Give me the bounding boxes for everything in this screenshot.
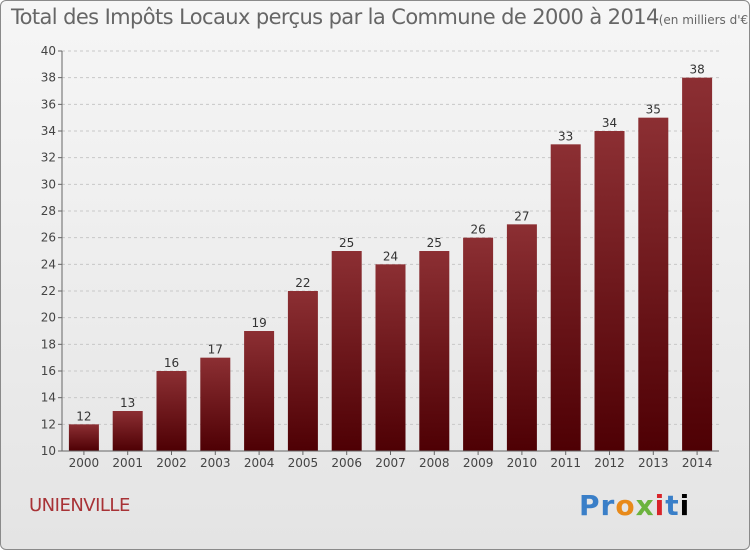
- data-label-2002: 16: [164, 356, 179, 370]
- bar-2006: [331, 251, 362, 451]
- data-label-2010: 27: [514, 209, 529, 223]
- data-label-2001: 13: [120, 396, 135, 410]
- x-tick-label-2009: 2009: [463, 456, 494, 470]
- x-tick-label-2010: 2010: [507, 456, 538, 470]
- y-tick-label-32: 32: [41, 151, 56, 165]
- commune-name: UNIENVILLE: [29, 495, 130, 516]
- bar-2011: [550, 144, 581, 452]
- y-tick-label-30: 30: [41, 177, 56, 191]
- y-tick-label-18: 18: [41, 337, 56, 351]
- y-tick-label-16: 16: [41, 364, 56, 378]
- y-tick-label-28: 28: [41, 204, 56, 218]
- bar-2001: [112, 411, 143, 451]
- bar-2013: [638, 117, 669, 452]
- y-tick-label-14: 14: [41, 391, 56, 405]
- data-label-2003: 17: [208, 343, 223, 357]
- chart-unit-note: (en milliers d'€): [658, 13, 750, 27]
- bar-2000: [68, 424, 99, 451]
- y-tick-label-12: 12: [41, 417, 56, 431]
- x-tick-label-2002: 2002: [156, 456, 187, 470]
- x-tick-label-2011: 2011: [550, 456, 581, 470]
- data-label-2007: 24: [383, 249, 398, 263]
- x-tick-label-2003: 2003: [200, 456, 231, 470]
- x-tick-label-2004: 2004: [244, 456, 275, 470]
- y-tick-label-36: 36: [41, 97, 56, 111]
- bar-2003: [200, 357, 231, 451]
- data-label-2000: 12: [76, 409, 91, 423]
- proxiti-logo: Proxiti: [579, 489, 691, 522]
- data-label-2004: 19: [251, 316, 266, 330]
- bar-2012: [594, 131, 625, 451]
- axes: 10 12 14 16 18 20 22 24 26 28 30 32 34 36 38 40 2000 2001…: [41, 44, 719, 470]
- y-tick-label-22: 22: [41, 284, 56, 298]
- data-label-2014: 38: [689, 63, 704, 77]
- y-tick-label-10: 10: [41, 444, 56, 458]
- y-tick-label-34: 34: [41, 124, 56, 138]
- bar-2005: [287, 291, 318, 451]
- bar-2009: [463, 237, 494, 451]
- data-label-2011: 33: [558, 129, 573, 143]
- y-tick-label-38: 38: [41, 71, 56, 85]
- y-tick-label-26: 26: [41, 231, 56, 245]
- x-tick-label-2001: 2001: [112, 456, 143, 470]
- y-tick-label-40: 40: [41, 44, 56, 58]
- bar-2010: [506, 224, 537, 451]
- x-tick-label-2012: 2012: [594, 456, 625, 470]
- bars: [68, 77, 713, 452]
- x-tick-label-2013: 2013: [638, 456, 669, 470]
- bar-2008: [419, 251, 450, 451]
- data-labels: 12 13 16 17 19 22 25 24 25 26 27 33 34 35 38: [76, 63, 704, 424]
- y-tick-label-24: 24: [41, 257, 56, 271]
- data-label-2008: 25: [427, 236, 442, 250]
- data-label-2006: 25: [339, 236, 354, 250]
- x-tick-label-2000: 2000: [69, 456, 100, 470]
- x-tick-label-2006: 2006: [331, 456, 362, 470]
- bar-2004: [244, 331, 275, 451]
- chart-title: Total des Impôts Locaux perçus par la Co…: [11, 5, 750, 29]
- data-label-2009: 26: [470, 223, 485, 237]
- x-tick-label-2005: 2005: [288, 456, 319, 470]
- bar-2002: [156, 371, 187, 451]
- x-tick-label-2014: 2014: [682, 456, 713, 470]
- bar-2007: [375, 264, 406, 451]
- bar-2014: [682, 77, 713, 452]
- x-tick-label-2007: 2007: [375, 456, 406, 470]
- x-tick-label-2008: 2008: [419, 456, 450, 470]
- data-label-2005: 22: [295, 276, 310, 290]
- y-tick-label-20: 20: [41, 311, 56, 325]
- data-label-2013: 35: [646, 103, 661, 117]
- chart-title-text: Total des Impôts Locaux perçus par la Co…: [11, 5, 659, 29]
- data-label-2012: 34: [602, 116, 617, 130]
